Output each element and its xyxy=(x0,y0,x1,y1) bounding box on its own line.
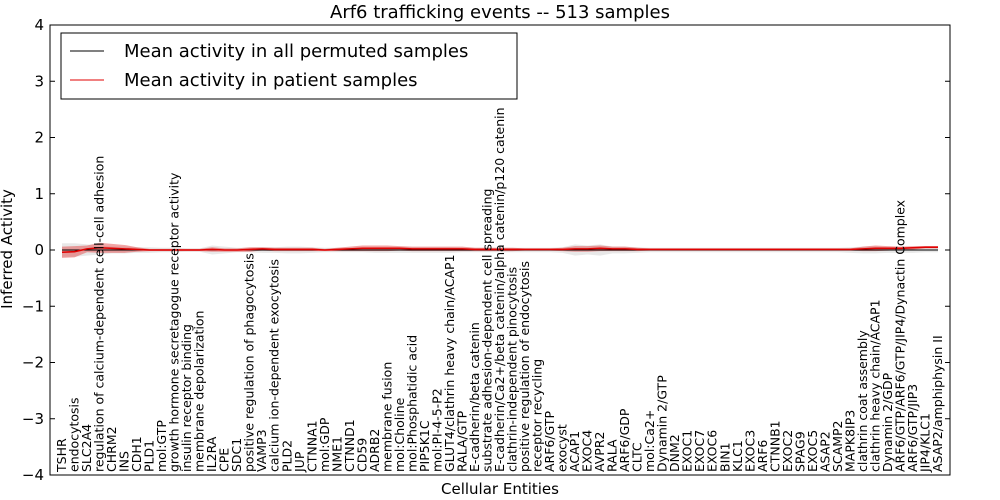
category-label: membrane fusion xyxy=(379,362,394,472)
category-label: ARF6 xyxy=(755,440,770,472)
category-label: CLTC xyxy=(630,442,645,472)
category-label: endocytosis xyxy=(67,397,82,472)
category-label: ARF6/GTP/JIP3 xyxy=(905,384,920,472)
category-label: substrate adhesion-dependent cell spread… xyxy=(479,189,494,472)
category-label: mol:PI-4-5-P2 xyxy=(429,388,444,472)
category-label: ARF6/GDP xyxy=(617,408,632,472)
y-tick-label: −1 xyxy=(22,297,44,315)
category-label: PLD2 xyxy=(279,440,294,472)
category-label: ACAP1 xyxy=(567,431,582,472)
category-label: positive regulation of endocytosis xyxy=(517,261,532,472)
category-label: mol:GDP xyxy=(317,417,332,472)
series-line-patient xyxy=(61,246,938,254)
y-tick-label: 0 xyxy=(34,241,44,259)
y-tick-label: −3 xyxy=(22,410,44,428)
category-label: calcium ion-dependent exocytosis xyxy=(267,259,282,472)
category-label: RALA/GTP xyxy=(454,410,469,472)
category-label: TSHR xyxy=(54,438,69,473)
y-tick-label: 1 xyxy=(34,185,44,203)
category-label: RALA xyxy=(605,439,620,472)
category-label: PIP5K1C xyxy=(417,420,432,472)
category-label: exocyst xyxy=(555,424,570,472)
category-label: EXOC3 xyxy=(742,430,757,472)
y-tick-label: 2 xyxy=(34,129,44,147)
category-label: PLD1 xyxy=(142,440,157,472)
series-lines xyxy=(61,246,938,254)
category-label: JIP4/KLC1 xyxy=(917,413,932,473)
category-label: MAPK8IP3 xyxy=(842,410,857,472)
category-label: BIN1 xyxy=(717,442,732,472)
chart-title: Arf6 trafficking events -- 513 samples xyxy=(330,2,670,23)
category-label: E-cadherin/Ca2+/beta catenin/alpha caten… xyxy=(492,107,507,472)
category-label: ADRB2 xyxy=(367,429,382,472)
category-label: CTNNB1 xyxy=(767,420,782,472)
category-label: clathrin-independent pinocytosis xyxy=(505,267,520,472)
category-label: EXOC4 xyxy=(580,430,595,472)
category-label: CDH1 xyxy=(129,436,144,472)
category-label: EXOC1 xyxy=(680,430,695,472)
category-label: VAMP3 xyxy=(254,429,269,472)
legend-label-permuted: Mean activity in all permuted samples xyxy=(124,41,468,62)
category-label: GLUT4/clathrin heavy chain/ACAP1 xyxy=(442,254,457,472)
category-label: SCAMP2 xyxy=(830,421,845,473)
category-label: EXOC2 xyxy=(780,430,795,472)
category-label: EXOC6 xyxy=(705,430,720,472)
category-label: CPE xyxy=(217,448,232,472)
category-label: mol:Ca2+ xyxy=(642,410,657,472)
category-label: CTNND1 xyxy=(342,419,357,472)
y-tick-label: −4 xyxy=(22,466,44,484)
category-label: receptor recycling xyxy=(530,359,545,472)
category-label: ASAP2/amphiphysin II xyxy=(930,335,945,472)
y-tick-label: 4 xyxy=(34,16,44,34)
category-label: Dynamin 2/GDP xyxy=(880,372,895,472)
category-label: EXOC7 xyxy=(692,430,707,472)
category-label: mol:GTP xyxy=(154,420,169,472)
category-label: regulation of calcium-dependent cell-cel… xyxy=(92,156,107,472)
category-label: SPAG9 xyxy=(792,431,807,472)
category-label: JUP xyxy=(292,451,307,473)
category-label: DNM2 xyxy=(667,434,682,472)
category-label: CHRM2 xyxy=(104,426,119,472)
legend-label-patient: Mean activity in patient samples xyxy=(124,70,418,91)
category-label: clathrin heavy chain/ACAP1 xyxy=(867,299,882,472)
category-label: insulin receptor binding xyxy=(179,324,194,472)
x-axis-label: Cellular Entities xyxy=(441,480,559,498)
category-label: KLC1 xyxy=(730,440,745,472)
category-label: SLC2A4 xyxy=(79,424,94,472)
legend-box xyxy=(60,32,518,100)
category-label: ARF6/GTP/ARF6/GTP/JIP4/Dynactin Complex xyxy=(892,200,907,472)
category-label: CTNNA1 xyxy=(304,420,319,472)
category-label: SDC1 xyxy=(229,438,244,472)
category-label: membrane depolarization xyxy=(192,311,207,472)
plot-frame xyxy=(49,24,951,476)
category-label: INS xyxy=(117,451,132,472)
category-label: Dynamin 2/GTP xyxy=(655,375,670,472)
category-label: EXOC5 xyxy=(805,430,820,472)
category-label: mol:Phosphatidic acid xyxy=(404,335,419,472)
y-tick-label: 3 xyxy=(34,72,44,90)
category-label: IL2RA xyxy=(204,436,219,472)
category-label: E-cadherin/beta catenin xyxy=(467,322,482,472)
y-axis-ticks: −4 −3 −2 −1 0 1 2 3 4 xyxy=(22,16,950,484)
category-label: ARF6/GTP xyxy=(542,411,557,472)
y-tick-label: −2 xyxy=(22,354,44,372)
category-label: growth hormone secretagogue receptor act… xyxy=(167,172,182,472)
legend: Mean activity in all permuted samples Me… xyxy=(60,32,518,100)
y-axis-label: Inferred Activity xyxy=(0,189,16,309)
category-label: NME1 xyxy=(329,436,344,472)
category-label: AVPR2 xyxy=(592,432,607,472)
category-label: clathrin coat assembly xyxy=(855,330,870,472)
category-label: ASAP2 xyxy=(817,431,832,472)
category-label: mol:Choline xyxy=(392,397,407,472)
category-label: CD59 xyxy=(354,438,369,472)
category-label: positive regulation of phagocytosis xyxy=(242,253,257,472)
